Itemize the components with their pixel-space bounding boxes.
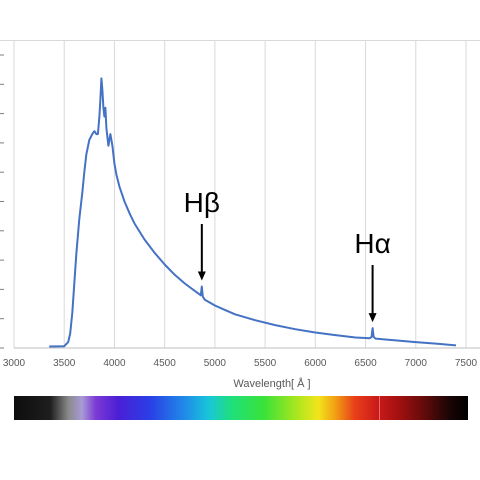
x-tick-label: 4000 (103, 358, 126, 369)
spectrum-series-line (49, 77, 457, 348)
x-tick-label: 7000 (405, 358, 428, 369)
annotations: Hβ Hα (184, 187, 391, 323)
y-tick-marks (0, 54, 4, 349)
x-tick-label: 3000 (3, 358, 26, 369)
x-tick-label: 6000 (304, 358, 327, 369)
x-tick-label: 5000 (204, 358, 227, 369)
spectrum-strip-h-alpha-line (379, 396, 380, 420)
x-tick-label: 5500 (254, 358, 277, 369)
annotation-arrow-head (197, 271, 206, 281)
spectrum-chart: 3000 3500 4000 4500 5000 5500 6000 6500 7000 7500… (0, 40, 480, 390)
x-tick-label: 4500 (154, 358, 177, 369)
x-tick-labels: 3000 3500 4000 4500 5000 5500 6000 6500 7000 7500 (3, 358, 478, 369)
annotation-label: Hβ (184, 187, 220, 218)
spectrum-strip-image (14, 396, 468, 420)
x-axis-label: Wavelength[ Å ] (233, 377, 310, 390)
x-tick-label: 6500 (354, 358, 377, 369)
x-tick-label: 7500 (455, 358, 478, 369)
annotation-arrow-head (368, 313, 377, 323)
annotation-label: Hα (354, 228, 390, 259)
chart-frame-top-line (0, 40, 480, 41)
x-tick-label: 3500 (53, 358, 76, 369)
gridlines (13, 40, 467, 348)
